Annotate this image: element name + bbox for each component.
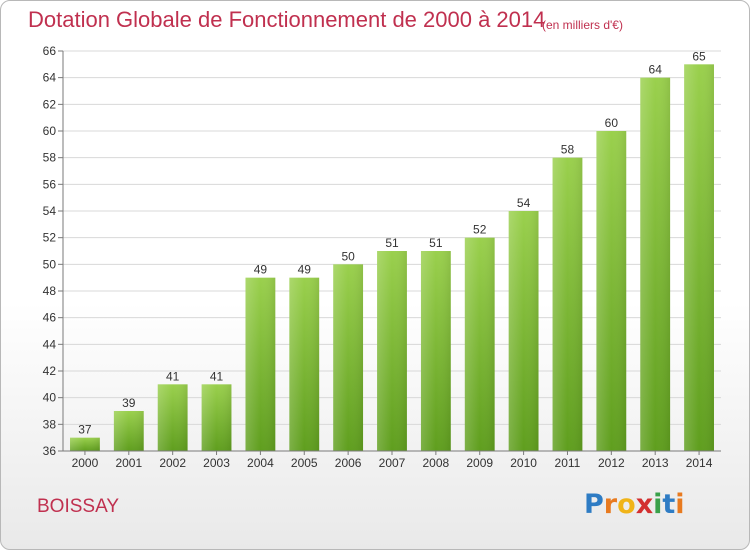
bar-shine	[333, 264, 364, 451]
bar-shine	[157, 384, 188, 451]
bar-value-label: 58	[561, 143, 575, 157]
bar-value-label: 41	[210, 369, 224, 383]
bar-shine	[201, 384, 232, 451]
chart-subtitle: (en milliers d'€)	[542, 18, 623, 32]
x-tick-label: 2010	[510, 456, 537, 470]
bar-value-label: 51	[385, 236, 399, 250]
bar-shine	[596, 131, 627, 451]
logo-letter: t	[662, 489, 676, 520]
bar-value-label: 51	[429, 236, 443, 250]
y-tick-label: 38	[43, 417, 57, 431]
commune-name: BOISSAY	[37, 496, 120, 517]
y-tick-label: 36	[43, 444, 57, 458]
x-tick-label: 2004	[247, 456, 274, 470]
bar-shine	[289, 277, 320, 451]
y-tick-label: 56	[43, 177, 57, 191]
y-tick-label: 62	[43, 97, 57, 111]
labels: 36 38 40 42 44 46 48 50 52 54 56 58 60 62 64 66 37 2000 39…	[43, 44, 713, 470]
bar-value-label: 52	[473, 223, 487, 237]
y-tick-label: 66	[43, 44, 57, 58]
bar-shine	[684, 64, 714, 452]
bars	[70, 64, 714, 452]
bar-value-label: 49	[254, 263, 268, 277]
logo-letter: i	[653, 489, 663, 520]
bar-shine	[464, 237, 495, 451]
x-tick-label: 2009	[466, 456, 493, 470]
x-tick-label: 2014	[686, 456, 713, 470]
bar-shine	[552, 157, 583, 451]
y-tick-label: 48	[43, 284, 57, 298]
x-tick-label: 2002	[159, 456, 186, 470]
axes	[58, 50, 721, 455]
bar-value-label: 50	[341, 249, 355, 263]
y-tick-label: 64	[43, 71, 57, 85]
bar-value-label: 39	[122, 396, 136, 410]
bar-value-label: 64	[649, 63, 663, 77]
y-tick-label: 46	[43, 311, 57, 325]
bar-value-label: 37	[78, 423, 92, 437]
y-tick-label: 40	[43, 391, 57, 405]
y-tick-label: 60	[43, 124, 57, 138]
x-tick-label: 2001	[115, 456, 142, 470]
logo-letter: P	[584, 489, 604, 520]
x-tick-label: 2011	[555, 456, 581, 470]
bar-value-label: 49	[298, 263, 312, 277]
y-tick-label: 42	[43, 364, 57, 378]
logo-letter: i	[675, 489, 685, 520]
logo-letter: r	[603, 489, 618, 520]
logo-letter: o	[617, 489, 636, 520]
chart-title: Dotation Globale de Fonctionnement de 20…	[28, 7, 546, 32]
bar-shine	[70, 437, 100, 451]
y-tick-label: 52	[43, 231, 57, 245]
logo-letter: x	[635, 489, 654, 520]
bar-shine	[640, 77, 671, 452]
x-tick-label: 2006	[335, 456, 362, 470]
y-tick-label: 50	[43, 257, 57, 271]
bar-value-label: 41	[166, 369, 180, 383]
bar-value-label: 54	[517, 196, 531, 210]
bar-value-label: 60	[605, 116, 619, 130]
bar-shine	[508, 211, 539, 451]
bar-shine	[113, 411, 144, 451]
y-tick-label: 44	[43, 337, 57, 351]
x-tick-label: 2008	[423, 456, 450, 470]
x-tick-label: 2000	[72, 456, 99, 470]
x-tick-label: 2012	[598, 456, 625, 470]
bar-shine	[420, 251, 451, 451]
x-tick-label: 2013	[642, 456, 669, 470]
x-tick-label: 2003	[203, 456, 230, 470]
y-tick-label: 58	[43, 151, 57, 165]
bar-shine	[377, 251, 407, 451]
bar-shine	[245, 277, 276, 451]
x-tick-label: 2007	[379, 456, 406, 470]
bar-value-label: 65	[692, 49, 706, 63]
proxiti-logo: Proxiti	[584, 489, 685, 520]
x-tick-label: 2005	[291, 456, 318, 470]
y-tick-label: 54	[43, 204, 57, 218]
